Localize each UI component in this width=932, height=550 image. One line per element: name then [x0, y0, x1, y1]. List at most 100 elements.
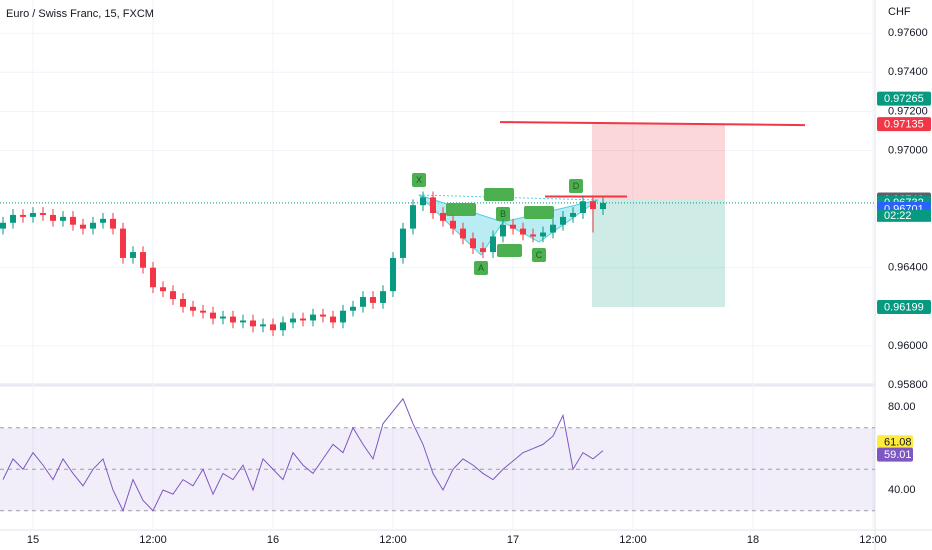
candle-body [120, 228, 126, 258]
candle-body [60, 216, 66, 221]
price-badge-label: 0.97135 [884, 118, 924, 130]
y-tick-label: 0.95800 [888, 379, 928, 391]
rsi-tick-label: 80.00 [888, 401, 916, 413]
candle-body [140, 252, 146, 268]
countdown-badge [877, 209, 931, 222]
candle-body [160, 287, 166, 292]
candle-body [210, 312, 216, 319]
candle-body [570, 212, 576, 217]
candle-body [220, 316, 226, 319]
candle-body [390, 257, 396, 292]
candle-body [560, 216, 566, 225]
candle-body [90, 222, 96, 229]
candle-body [430, 197, 436, 213]
price-badge [877, 299, 931, 314]
candle-body [80, 224, 86, 229]
ratio-box [484, 188, 514, 201]
ratio-box [446, 203, 476, 216]
pattern-label: D [573, 181, 580, 191]
chart-title: Euro / Swiss Franc, 15, FXCM [6, 8, 154, 20]
candle-body [130, 252, 136, 258]
pattern-label-box [569, 179, 583, 193]
candle-body [270, 324, 276, 331]
y-tick-label: 0.97000 [888, 144, 928, 156]
candle-body [230, 316, 236, 323]
currency-label: CHF [888, 6, 911, 18]
x-tick-label: 18 [747, 534, 759, 546]
candle-body [480, 248, 486, 253]
candle-body [520, 228, 526, 235]
y-tick-label: 0.97400 [888, 66, 928, 78]
y-tick-label: 0.96400 [888, 262, 928, 274]
candle-body [330, 316, 336, 323]
candle-body [450, 220, 456, 229]
x-tick-label: 12:00 [139, 534, 167, 546]
resistance-line [499, 121, 806, 127]
rsi-badge-label: 59.01 [884, 449, 912, 461]
candle-body [360, 297, 366, 307]
x-tick-label: 12:00 [619, 534, 647, 546]
candle-body [590, 201, 596, 210]
candle-body [600, 202, 606, 210]
candle-body [190, 306, 196, 311]
candle-body [100, 218, 106, 223]
candle-body [320, 314, 326, 317]
pattern-label-box [412, 173, 426, 187]
ratio-box [524, 206, 554, 219]
candle-body [260, 324, 266, 327]
pattern-label-box [532, 248, 546, 262]
candle-body [0, 222, 6, 229]
rsi-tick-label: 40.00 [888, 484, 916, 496]
rsi-badge [877, 447, 913, 462]
candle-body [370, 297, 376, 303]
x-tick-label: 17 [507, 534, 519, 546]
candle-body [400, 228, 406, 258]
candle-body [150, 267, 156, 288]
ratio-box [497, 244, 522, 257]
candle-body [540, 232, 546, 237]
candle-body [290, 318, 296, 323]
pattern-label: A [478, 263, 484, 273]
x-tick-label: 12:00 [379, 534, 407, 546]
candle-body [350, 306, 356, 311]
price-badge-label: 0.96199 [884, 301, 924, 313]
x-tick-label: 15 [27, 534, 39, 546]
price-badge [877, 91, 931, 106]
pattern-label-box [496, 207, 510, 221]
pattern-label: C [536, 250, 543, 260]
candle-body [410, 205, 416, 229]
candle-body [300, 318, 306, 321]
stop-zone [592, 124, 725, 200]
candle-body [170, 291, 176, 299]
candle-body [10, 214, 16, 223]
candle-body [40, 212, 46, 215]
candle-body [580, 201, 586, 213]
y-tick-label: 0.96000 [888, 340, 928, 352]
rsi-badge [877, 435, 913, 450]
candle-body [500, 224, 506, 237]
candle-body [110, 218, 116, 229]
candle-body [20, 214, 26, 217]
countdown: 02:22 [884, 210, 912, 222]
candle-body [250, 320, 256, 327]
price-badge-label: 0.97265 [884, 93, 924, 105]
candle-body [470, 238, 476, 249]
candle-body [310, 314, 316, 321]
candle-body [340, 310, 346, 323]
candle-body [30, 212, 36, 217]
candle-body [50, 214, 56, 221]
y-tick-label: 0.97200 [888, 105, 928, 117]
price-badge [877, 117, 931, 132]
candle-body [440, 212, 446, 221]
rsi-line [2, 397, 604, 513]
candle-body [70, 216, 76, 225]
rsi-badge-label: 61.08 [884, 437, 912, 449]
candles [0, 191, 606, 337]
candle-body [420, 197, 426, 206]
x-tick-label: 16 [267, 534, 279, 546]
y-tick-label: 0.97600 [888, 27, 928, 39]
candle-body [200, 310, 206, 313]
candle-body [510, 224, 516, 229]
position-tool [0, 121, 875, 307]
